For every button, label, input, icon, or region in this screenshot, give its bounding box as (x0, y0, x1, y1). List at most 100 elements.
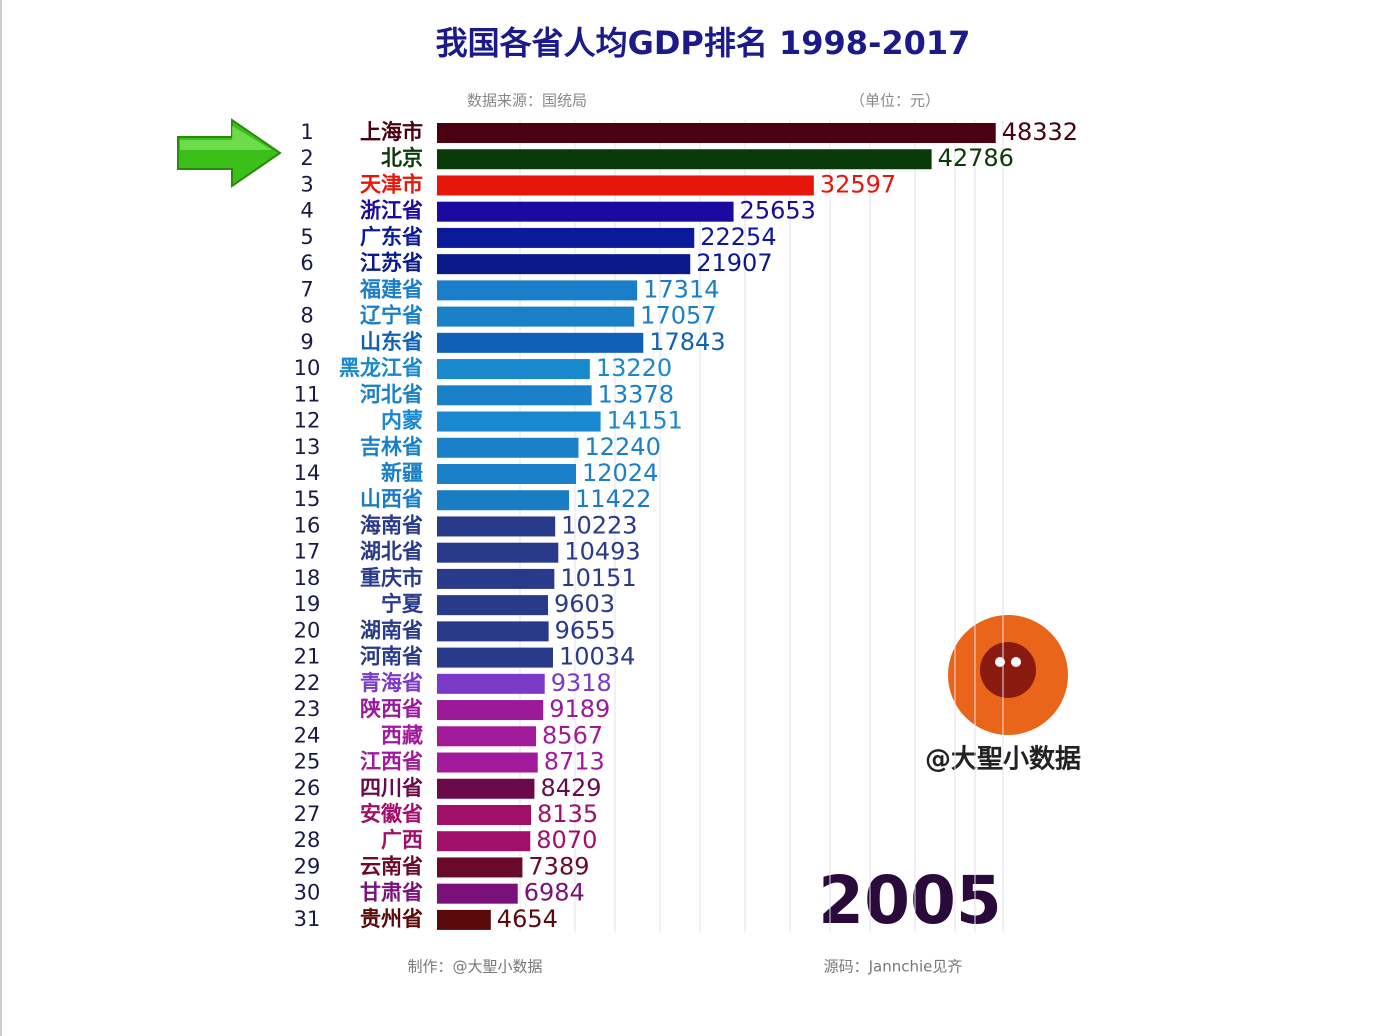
rank-label: 13 (294, 435, 321, 459)
category-label: 湖南省 (360, 618, 423, 642)
rank-label: 17 (294, 540, 321, 564)
bar (437, 700, 544, 721)
category-label: 山西省 (360, 487, 423, 511)
rank-label: 14 (294, 461, 321, 485)
rank-label: 29 (294, 854, 321, 878)
bar (437, 149, 932, 170)
value-label: 10034 (559, 643, 635, 671)
chart-title: 我国各省人均GDP排名 1998-2017 (436, 24, 971, 62)
rank-label: 27 (294, 802, 321, 826)
bar (437, 804, 532, 825)
arrow-icon (177, 118, 282, 188)
bar (437, 411, 601, 432)
bar (437, 568, 555, 589)
rank-label: 23 (294, 697, 321, 721)
rank-label: 24 (294, 723, 321, 747)
avatar (948, 615, 1068, 735)
value-label: 9189 (549, 695, 610, 723)
value-label: 17057 (640, 302, 716, 330)
category-label: 湖北省 (360, 540, 423, 564)
category-label: 海南省 (360, 513, 423, 537)
bar (437, 332, 644, 353)
rank-label: 20 (294, 618, 321, 642)
category-label: 云南省 (360, 854, 423, 878)
category-label: 陕西省 (360, 697, 423, 721)
unit-note: （单位：元） (850, 92, 940, 110)
rank-label: 15 (294, 487, 321, 511)
bar (437, 254, 691, 275)
bar (437, 542, 559, 563)
value-label: 22254 (700, 223, 776, 251)
rank-label: 7 (300, 277, 313, 301)
category-label: 江苏省 (360, 251, 423, 275)
footer-source: 源码：Jannchie见齐 (824, 958, 963, 976)
rank-label: 3 (300, 172, 313, 196)
bar (437, 359, 590, 380)
rank-label: 1 (300, 120, 313, 144)
value-label: 9318 (551, 669, 612, 697)
category-label: 浙江省 (360, 199, 423, 223)
value-label: 8429 (540, 774, 601, 802)
category-label: 贵州省 (360, 907, 423, 931)
bar (437, 752, 538, 773)
value-label: 10223 (561, 511, 637, 539)
category-label: 内蒙 (381, 409, 423, 433)
bar (437, 778, 535, 799)
value-label: 7389 (528, 852, 589, 880)
rank-label: 28 (294, 828, 321, 852)
bar (437, 831, 531, 852)
bar (437, 227, 695, 248)
rank-label: 6 (300, 251, 313, 275)
rank-label: 8 (300, 304, 313, 328)
bar (437, 647, 553, 668)
bar (437, 490, 570, 511)
source-note: 数据来源：国统局 (467, 92, 587, 110)
value-label: 13220 (596, 354, 672, 382)
value-label: 17843 (649, 328, 725, 356)
bar (437, 175, 814, 196)
category-label: 天津市 (360, 172, 423, 196)
bar (437, 463, 576, 484)
rank-label: 9 (300, 330, 313, 354)
category-label: 河北省 (360, 382, 423, 406)
bar (437, 385, 592, 406)
bar (437, 516, 556, 537)
value-label: 10493 (564, 538, 640, 566)
rank-label: 2 (300, 146, 313, 170)
rank-label: 31 (294, 907, 321, 931)
category-label: 西藏 (381, 723, 423, 747)
category-label: 青海省 (360, 671, 423, 695)
value-label: 25653 (740, 197, 816, 225)
rank-label: 19 (294, 592, 321, 616)
year-label: 2005 (818, 862, 1002, 939)
bar (437, 306, 635, 327)
category-label: 重庆市 (360, 566, 423, 590)
value-label: 8567 (542, 721, 603, 749)
value-label: 10151 (560, 564, 636, 592)
value-label: 13378 (598, 380, 674, 408)
bar (437, 726, 537, 747)
rank-label: 22 (294, 671, 321, 695)
value-label: 21907 (696, 249, 772, 277)
value-label: 9603 (554, 590, 615, 618)
category-label: 福建省 (359, 277, 423, 301)
category-label: 吉林省 (360, 435, 423, 459)
category-label: 甘肃省 (360, 881, 423, 905)
bar (437, 883, 518, 904)
bar (437, 201, 734, 222)
category-label: 北京 (381, 146, 423, 170)
value-label: 17314 (643, 275, 719, 303)
value-label: 14151 (607, 407, 683, 435)
bar (437, 857, 523, 878)
rank-label: 16 (294, 513, 321, 537)
rank-label: 4 (300, 199, 313, 223)
value-label: 12240 (584, 433, 660, 461)
value-label: 42786 (938, 144, 1014, 172)
bar (437, 280, 638, 301)
rank-label: 12 (294, 409, 321, 433)
value-label: 32597 (820, 170, 896, 198)
value-label: 11422 (575, 485, 651, 513)
category-label: 广东省 (360, 225, 423, 249)
value-label: 8070 (536, 826, 597, 854)
value-label: 6984 (524, 879, 585, 907)
